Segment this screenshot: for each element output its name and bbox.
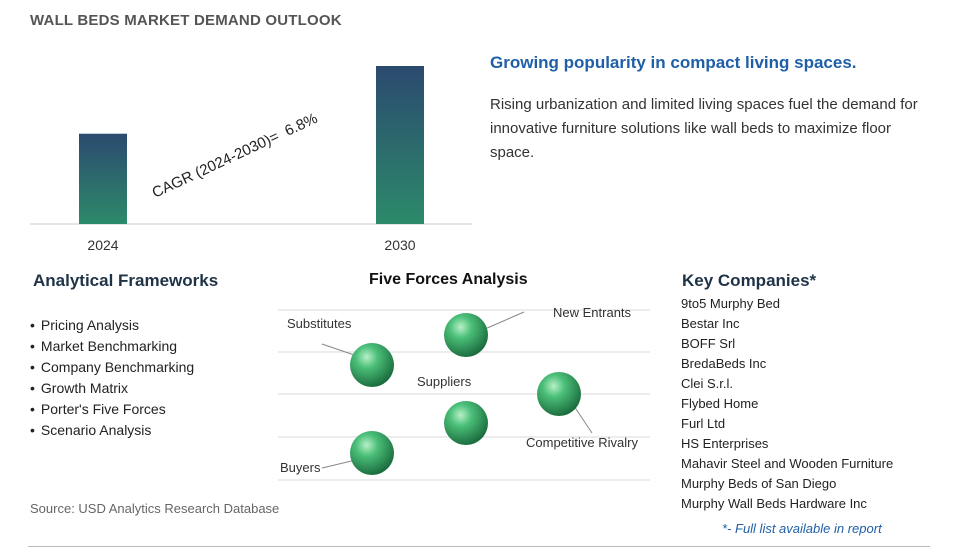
company-item: Clei S.r.l.	[681, 376, 734, 391]
key-companies-list: 9to5 Murphy Bed Bestar Inc BOFF Srl BredaBe…	[681, 294, 893, 514]
five-forces-title: Five Forces Analysis	[369, 271, 528, 288]
source-note: Source: USD Analytics Research Database	[30, 501, 280, 516]
framework-item: Scenario Analysis	[30, 420, 194, 441]
key-companies-title: Key Companies*	[682, 271, 817, 290]
company-item: HS Enterprises	[681, 436, 769, 451]
description: Rising urbanization and limited living s…	[490, 96, 918, 161]
leader-line	[321, 458, 361, 469]
bar-2024	[79, 133, 127, 224]
company-item: Bestar Inc	[681, 316, 740, 331]
force-label: Buyers	[280, 460, 321, 475]
framework-item: Porter's Five Forces	[30, 399, 194, 420]
force-sphere	[350, 431, 394, 475]
company-item: BredaBeds Inc	[681, 356, 767, 371]
force-sphere	[537, 372, 581, 416]
leader-line	[477, 311, 525, 333]
page-title: WALL BEDS MARKET DEMAND OUTLOOK	[30, 12, 342, 29]
bottom-divider	[28, 546, 930, 547]
framework-item: Pricing Analysis	[30, 315, 194, 336]
leader-line	[571, 402, 593, 434]
force-sphere	[444, 313, 488, 357]
bar-2030	[376, 66, 424, 224]
company-item: 9to5 Murphy Bed	[681, 296, 781, 311]
headline: Growing popularity in compact living spa…	[490, 53, 857, 72]
bar-chart: 2024 2030 CAGR (2024-2030)= 6.8%	[30, 66, 472, 253]
force-label: Substitutes	[287, 316, 352, 331]
company-item: Furl Ltd	[681, 416, 726, 431]
cagr-annotation: CAGR (2024-2030)= 6.8%	[150, 110, 321, 202]
force-sphere	[350, 343, 394, 387]
force-label: Suppliers	[417, 374, 472, 389]
company-item: Mahavir Steel and Wooden Furniture	[681, 456, 894, 471]
force-label: New Entrants	[553, 305, 632, 320]
x-tick-label: 2030	[384, 237, 415, 253]
company-item: BOFF Srl	[681, 336, 736, 351]
framework-item: Market Benchmarking	[30, 336, 194, 357]
company-item: Murphy Wall Beds Hardware Inc	[681, 496, 867, 511]
company-item: Flybed Home	[681, 396, 759, 411]
force-label: Competitive Rivalry	[526, 435, 638, 450]
framework-item: Growth Matrix	[30, 378, 194, 399]
framework-item: Company Benchmarking	[30, 357, 194, 378]
analytical-frameworks-title: Analytical Frameworks	[33, 271, 219, 290]
analytical-frameworks-list: Pricing AnalysisMarket BenchmarkingCompa…	[30, 315, 194, 441]
leader-line	[321, 343, 361, 358]
force-sphere	[444, 401, 488, 445]
company-item: Murphy Beds of San Diego	[681, 476, 837, 491]
key-companies-note: *- Full list available in report	[722, 521, 882, 536]
x-tick-label: 2024	[87, 237, 118, 253]
